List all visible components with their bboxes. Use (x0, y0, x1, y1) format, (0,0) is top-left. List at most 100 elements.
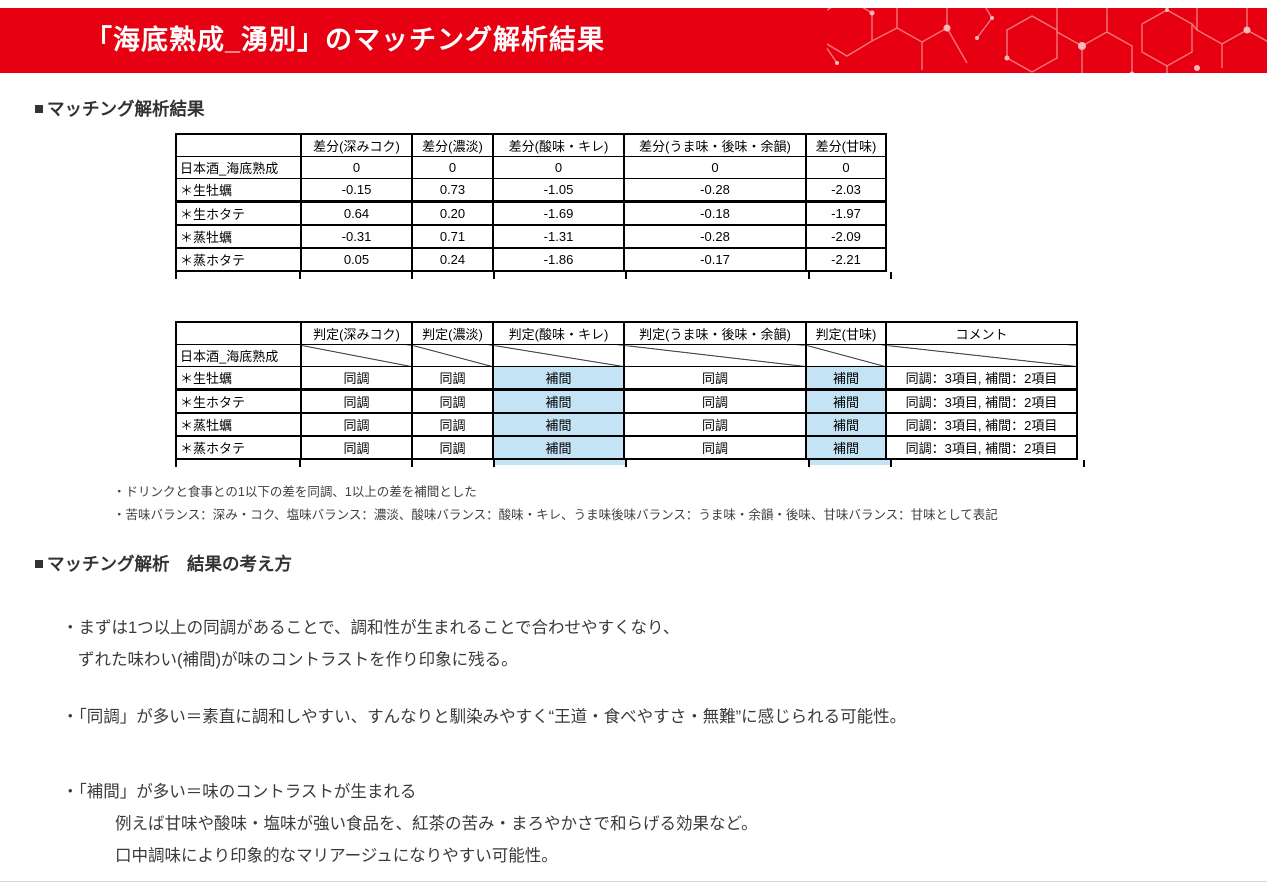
table-header-cell: 判定(甘味) (805, 322, 886, 345)
table-cell: -0.15 (300, 178, 412, 203)
row-label: ＊生牡蠣 (175, 178, 301, 203)
difference-table: 差分(深みコク) 差分(濃淡) 差分(酸味・キレ) 差分(うま味・後味・余韻) 差分(甘… (175, 133, 887, 272)
table-cell: 同調 (623, 436, 806, 460)
section-heading-interpretation-label: マッチング解析 結果の考え方 (47, 554, 292, 574)
table-header-cell (175, 134, 301, 157)
table-cell: 同調 (623, 413, 806, 437)
table-cell (885, 344, 1077, 367)
table-cell: 0.64 (300, 201, 412, 226)
row-label: ＊蒸ホタテ (175, 248, 301, 272)
table-cell: -0.18 (623, 201, 806, 226)
table-header-cell: 差分(甘味) (805, 134, 886, 157)
table-cell: -1.86 (492, 248, 624, 272)
interpretation-bullets: ・まずは1つ以上の同調があることで、調和性が生まれることで合わせやすくなり、 ず… (62, 612, 906, 872)
table-cell (411, 344, 493, 367)
bullet-line: ・「補間」が多い＝味のコントラストが生まれる (62, 783, 417, 801)
section-heading-results: マッチング解析結果 (35, 96, 205, 121)
grid-stub-lines (175, 272, 892, 279)
row-label: 日本酒_海底熟成 (175, 344, 301, 367)
table-header-cell: 判定(深みコク) (300, 322, 412, 345)
table-cell: 補間 (492, 389, 624, 414)
table-cell: 同調 (300, 413, 412, 437)
table-cell: 同調 (411, 366, 493, 391)
bullet-line: 例えば甘味や酸味・塩味が強い食品を、紅茶の苦み・まろやかさで和らげる効果など。 (115, 815, 758, 833)
table-footnotes: ・ドリンクと食事との1以下の差を同調、1以上の差を補間とした ・苦味バランス：深… (113, 481, 998, 527)
table-header-cell: 差分(酸味・キレ) (492, 134, 624, 157)
table-cell: 0 (492, 156, 624, 179)
table-cell: 同調 (300, 436, 412, 460)
table-cell: -1.31 (492, 225, 624, 249)
table-header-cell: 判定(酸味・キレ) (492, 322, 624, 345)
table-header-cell: コメント (885, 322, 1077, 345)
table-cell: 0.05 (300, 248, 412, 272)
table-cell: 同調 (411, 436, 493, 460)
table-cell: -1.97 (805, 201, 886, 226)
table-cell: 0 (623, 156, 806, 179)
table-cell: 同調 (623, 389, 806, 414)
table-header-cell: 差分(濃淡) (411, 134, 493, 157)
row-label: ＊蒸牡蠣 (175, 225, 301, 249)
judgement-table-wrap: 判定(深みコク) 判定(濃淡) 判定(酸味・キレ) 判定(うま味・後味・余韻) 判定(甘… (175, 321, 1085, 467)
table-header-cell: 差分(深みコク) (300, 134, 412, 157)
comment-cell: 同調：3項目, 補間：2項目 (885, 389, 1077, 414)
row-label: 日本酒_海底熟成 (175, 156, 301, 179)
table-cell: 補間 (805, 413, 886, 437)
row-label: ＊生牡蠣 (175, 366, 301, 391)
table-cell: -0.28 (623, 225, 806, 249)
table-cell: 補間 (805, 366, 886, 391)
table-cell: -1.05 (492, 178, 624, 203)
table-cell: -0.31 (300, 225, 412, 249)
bullet-line: ・まずは1つ以上の同調があることで、調和性が生まれることで合わせやすくなり、 (62, 619, 680, 637)
table-cell: -1.69 (492, 201, 624, 226)
grid-stub-lines (175, 460, 1085, 467)
difference-table-wrap: 差分(深みコク) 差分(濃淡) 差分(酸味・キレ) 差分(うま味・後味・余韻) 差分(甘… (175, 133, 892, 279)
table-cell (300, 344, 412, 367)
table-cell: 補間 (805, 436, 886, 460)
table-cell: 同調 (411, 413, 493, 437)
table-cell: 補間 (492, 366, 624, 391)
table-cell: 0.71 (411, 225, 493, 249)
comment-cell: 同調：3項目, 補間：2項目 (885, 366, 1077, 391)
table-cell (805, 344, 886, 367)
row-label: ＊蒸ホタテ (175, 436, 301, 460)
table-cell: 0.20 (411, 201, 493, 226)
table-cell: 0 (411, 156, 493, 179)
table-cell: 同調 (623, 366, 806, 391)
row-label: ＊生ホタテ (175, 389, 301, 414)
title-banner: 「海底熟成_湧別」のマッチング解析結果 (0, 8, 1267, 73)
table-header-cell: 差分(うま味・後味・余韻) (623, 134, 806, 157)
bullet-line: ずれた味わい(補間)が味のコントラストを作り印象に残る。 (78, 651, 518, 669)
table-cell: 0.24 (411, 248, 493, 272)
bullet-line: ・「同調」が多い＝素直に調和しやすい、すんなりと馴染みやすく“王道・食べやすさ・… (62, 708, 907, 726)
table-cell: 同調 (411, 389, 493, 414)
table-cell: 同調 (300, 389, 412, 414)
table-cell: -0.17 (623, 248, 806, 272)
table-header-cell: 判定(濃淡) (411, 322, 493, 345)
row-label: ＊生ホタテ (175, 201, 301, 226)
table-cell: 同調 (300, 366, 412, 391)
square-bullet-icon (35, 560, 43, 568)
comment-cell: 同調：3項目, 補間：2項目 (885, 436, 1077, 460)
bullet-line: 口中調味により印象的なマリアージュになりやすい可能性。 (115, 847, 558, 865)
page-title: 「海底熟成_湧別」のマッチング解析結果 (85, 25, 606, 55)
section-heading-interpretation: マッチング解析 結果の考え方 (35, 551, 292, 576)
row-label: ＊蒸牡蠣 (175, 413, 301, 437)
table-header-cell: 判定(うま味・後味・余韻) (623, 322, 806, 345)
comment-cell: 同調：3項目, 補間：2項目 (885, 413, 1077, 437)
square-bullet-icon (35, 105, 43, 113)
table-cell: 0 (805, 156, 886, 179)
table-cell (623, 344, 806, 367)
table-cell (492, 344, 624, 367)
section-heading-results-label: マッチング解析結果 (47, 99, 205, 119)
table-cell: 0.73 (411, 178, 493, 203)
table-cell: 0 (300, 156, 412, 179)
judgement-table: 判定(深みコク) 判定(濃淡) 判定(酸味・キレ) 判定(うま味・後味・余韻) 判定(甘… (175, 321, 1078, 460)
table-cell: -2.09 (805, 225, 886, 249)
table-cell: 補間 (492, 436, 624, 460)
table-header-cell (175, 322, 301, 345)
table-cell: -2.03 (805, 178, 886, 203)
table-cell: 補間 (492, 413, 624, 437)
table-cell: 補間 (805, 389, 886, 414)
footnote-line: ・苦味バランス：深み・コク、塩味バランス：濃淡、酸味バランス：酸味・キレ、うま味… (113, 508, 998, 522)
